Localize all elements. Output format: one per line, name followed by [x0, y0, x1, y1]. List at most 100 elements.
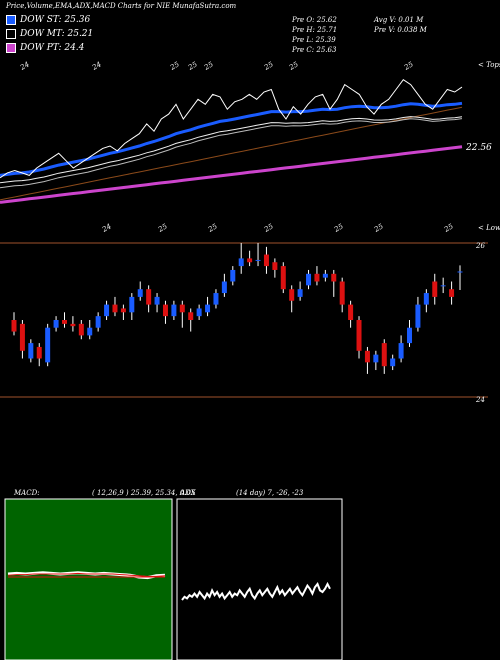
ema-bottom-tick: 25: [206, 222, 219, 234]
ema-chart: < Tops< Lows22.5624242525252525252425252…: [0, 60, 500, 234]
candle-body: [213, 293, 219, 305]
candle-body: [221, 281, 227, 294]
macd-header: MACD:: [13, 489, 40, 497]
candle-body: [112, 304, 118, 313]
ema-bottom-tick: 25: [442, 222, 455, 234]
candle-body: [19, 323, 25, 351]
stat-prev-low: Pre L: 25.39: [292, 36, 336, 44]
candle-body: [146, 289, 152, 305]
candle-body: [356, 320, 362, 351]
stat-avg-volume: Avg V: 0.01 M: [374, 16, 424, 24]
ema-bottom-tick: 24: [100, 222, 113, 234]
candle-body: [373, 354, 379, 363]
legend-label-st: DOW ST: 25.36: [20, 15, 91, 25]
candle-body: [53, 320, 59, 328]
candle-body: [364, 350, 370, 363]
ema-top-tick: 25: [402, 60, 415, 72]
candle-body: [171, 304, 177, 317]
candle-body: [390, 358, 396, 367]
macd-values: ( 12,26,9 ) 25.39, 25.34, 0.05: [92, 489, 196, 497]
adx-values: (14 day) 7, -26, -23: [236, 489, 304, 497]
ema-top-tick: 24: [18, 60, 31, 72]
candle-body: [154, 296, 160, 305]
ema-mid2-line: [0, 118, 463, 189]
candle-body: [407, 327, 413, 344]
candle-body: [255, 259, 261, 261]
legend-dow-st: DOW ST: 25.36: [6, 15, 90, 25]
ema-bottom-tick: 25: [372, 222, 385, 234]
candle-body: [45, 327, 51, 363]
candle-body: [205, 304, 211, 313]
candle-body: [247, 258, 253, 263]
ema-top-tick: 25: [262, 60, 275, 72]
candle-body: [331, 273, 337, 282]
legend-label-mt: DOW MT: 25.21: [20, 29, 94, 39]
adx-chart: [181, 581, 331, 660]
candle-body: [162, 304, 168, 317]
candle-body: [423, 293, 429, 305]
candle-body: [348, 304, 354, 320]
ema-mid-line: [0, 116, 463, 184]
ema-bottom-tick: 25: [156, 222, 169, 234]
candle-body: [339, 281, 345, 305]
candle-body: [457, 271, 463, 273]
ema-top-tick: 24: [90, 60, 103, 72]
ema-lows-label: < Lows: [478, 224, 500, 232]
candle-body: [137, 289, 143, 297]
candle-body: [432, 281, 438, 297]
ema-bottom-tick: 25: [262, 222, 275, 234]
candle-body: [188, 312, 194, 320]
candle-body: [297, 289, 303, 297]
candle-body: [238, 258, 244, 267]
candlestick-chart: [11, 243, 463, 374]
candle-body: [263, 254, 269, 267]
candle-body: [78, 323, 84, 336]
candle-body: [36, 346, 42, 359]
candle-body: [381, 343, 387, 367]
legend-swatch-st: [6, 15, 16, 25]
ema-top-tick: 25: [287, 60, 300, 72]
stat-prev-high: Pre H: 25.71: [292, 26, 338, 34]
candle-body: [322, 273, 328, 278]
candle-body: [11, 320, 17, 332]
ema-top-tick: 25: [186, 60, 199, 72]
dow-pt-line: [0, 145, 463, 204]
ema-last-value: 22.56: [465, 143, 492, 153]
adx-header: ADX: [179, 489, 197, 497]
candle-body: [272, 262, 278, 270]
candle-body: [280, 266, 286, 290]
candle-body: [95, 316, 101, 328]
chart-title: Price,Volume,EMA,ADX,MACD Charts for NIE…: [6, 2, 237, 10]
candle-body: [61, 320, 67, 324]
candle-body: [440, 285, 446, 287]
legend-dow-pt: DOW PT: 24.4: [6, 43, 84, 53]
candle-body: [120, 308, 126, 313]
candle-body: [28, 343, 34, 359]
macd-signal-line: [7, 572, 166, 577]
candle-body: [230, 269, 236, 282]
candle-body: [398, 343, 404, 359]
adx-panel: [176, 498, 343, 660]
candle-body: [415, 304, 421, 328]
macd-panel: [4, 498, 173, 660]
stat-prev-open: Pre O: 25.62: [292, 16, 337, 24]
price-tick-high: 26: [475, 242, 485, 250]
candle-body: [104, 304, 110, 317]
candle-body: [306, 273, 312, 286]
adx-line: [181, 581, 331, 601]
ema-top-tick: 25: [168, 60, 181, 72]
candle-body: [449, 289, 455, 297]
candle-body: [289, 289, 295, 301]
dow-st-line: [0, 101, 463, 177]
candle-body: [196, 308, 202, 317]
legend-label-pt: DOW PT: 24.4: [20, 43, 85, 53]
candle-body: [129, 296, 135, 313]
stat-prev-volume: Pre V: 0.038 M: [374, 26, 427, 34]
ema-top-tick: 25: [202, 60, 215, 72]
macd-chart: [7, 571, 166, 580]
candle-body: [314, 273, 320, 282]
legend-swatch-pt: [6, 43, 16, 53]
price-line: [0, 79, 463, 179]
ema-tops-label: < Tops: [478, 61, 500, 69]
